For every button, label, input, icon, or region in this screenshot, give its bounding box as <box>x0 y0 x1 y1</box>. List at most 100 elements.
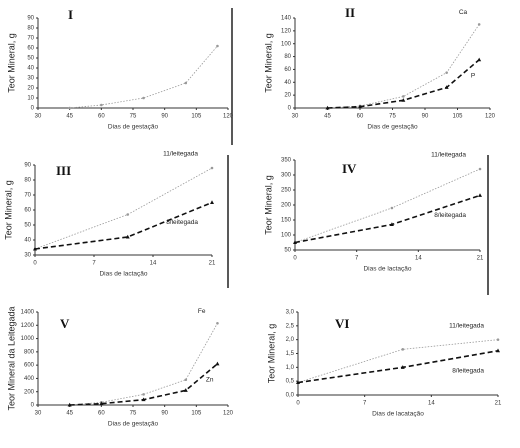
x-tick-label: 60 <box>98 114 105 120</box>
x-tick-label: 105 <box>191 114 202 120</box>
y-tick-label: 40 <box>27 66 34 72</box>
y-tick-label: 60 <box>24 208 31 214</box>
y-tick-label: 200 <box>24 389 35 395</box>
point <box>478 193 482 197</box>
x-tick-label: 75 <box>130 411 137 417</box>
point <box>496 338 500 341</box>
x-tick-label: 90 <box>161 411 168 417</box>
x-tick-label: 14 <box>428 401 435 407</box>
series-line <box>69 323 218 406</box>
x-tick-label: 0 <box>296 401 300 407</box>
point <box>402 95 405 98</box>
x-tick-label: 45 <box>66 114 73 120</box>
y-tick-label: 0 <box>31 403 35 409</box>
y-axis-label: Teor Mineral da Leitegada <box>6 306 16 410</box>
series-label: P <box>471 73 475 80</box>
chart-title: IV <box>342 161 357 176</box>
y-tick-label: 50 <box>27 56 34 62</box>
point <box>496 348 500 353</box>
y-tick-label: 70 <box>24 193 31 199</box>
y-axis-label: Teor Mineral, g <box>6 33 16 93</box>
series-label: 11/leitegada <box>163 151 198 158</box>
series-line <box>69 45 218 109</box>
x-tick-label: 30 <box>292 114 299 120</box>
series-label: Ca <box>459 9 468 16</box>
y-tick-label: 150 <box>281 218 292 224</box>
point <box>401 98 406 102</box>
point <box>293 240 297 244</box>
y-tick-label: 30 <box>27 76 34 82</box>
y-tick-label: 50 <box>284 248 291 254</box>
x-tick-label: 0 <box>33 261 37 267</box>
point <box>444 85 449 89</box>
series-line <box>34 167 213 250</box>
series-line <box>34 201 213 250</box>
x-tick-label: 45 <box>66 411 73 417</box>
point <box>215 361 220 366</box>
chart-title: VI <box>335 316 349 331</box>
y-tick-label: 0,5 <box>286 379 295 385</box>
y-tick-label: 70 <box>27 36 34 42</box>
x-axis-label: Dias de gestação <box>108 124 159 131</box>
y-tick-label: 2,5 <box>286 323 295 329</box>
point <box>296 380 300 385</box>
y-tick-label: 80 <box>24 178 31 184</box>
x-tick-label: 45 <box>324 114 331 120</box>
y-tick-label: 0,0 <box>286 393 295 399</box>
x-tick-label: 21 <box>209 261 216 267</box>
y-tick-label: 60 <box>284 67 291 73</box>
y-tick-label: 90 <box>24 163 31 169</box>
point <box>390 206 394 210</box>
series-label: 11/leitegada <box>431 152 466 159</box>
point <box>100 103 103 107</box>
point <box>358 104 362 109</box>
y-tick-label: 1400 <box>21 310 35 316</box>
x-tick-label: 14 <box>415 256 422 262</box>
x-tick-label: 90 <box>422 114 429 120</box>
y-tick-label: 80 <box>27 26 34 32</box>
x-tick-label: 7 <box>363 401 367 407</box>
y-tick-label: 10 <box>27 96 34 102</box>
series-label: 8/leitegada <box>452 367 484 374</box>
point <box>477 57 482 62</box>
y-tick-label: 1200 <box>21 323 35 329</box>
point <box>210 166 214 170</box>
point <box>325 105 330 110</box>
y-tick-label: 60 <box>27 46 34 52</box>
x-tick-label: 90 <box>161 114 168 120</box>
x-axis-label: Dias de lactação <box>363 266 411 273</box>
x-tick-label: 105 <box>191 411 202 417</box>
chart-title: I <box>68 7 73 22</box>
x-tick-label: 14 <box>150 261 157 267</box>
y-tick-label: 1,0 <box>286 365 295 371</box>
y-tick-label: 140 <box>281 16 292 22</box>
y-tick-label: 0 <box>288 106 292 112</box>
chart-title: III <box>56 163 71 178</box>
point <box>142 96 145 100</box>
y-tick-label: 40 <box>284 80 291 86</box>
y-tick-label: 120 <box>281 28 292 34</box>
point <box>445 71 448 74</box>
point <box>183 388 188 392</box>
point <box>33 246 37 251</box>
y-tick-label: 100 <box>281 233 292 239</box>
x-tick-label: 75 <box>389 114 396 120</box>
point <box>210 200 214 204</box>
series-line <box>294 168 481 243</box>
y-axis-label: Teor Mineral, g <box>3 180 13 240</box>
y-tick-label: 80 <box>284 54 291 60</box>
y-tick-label: 40 <box>24 238 31 244</box>
point <box>216 321 219 325</box>
point <box>68 106 71 110</box>
x-tick-label: 120 <box>223 411 234 417</box>
y-tick-label: 250 <box>281 188 292 194</box>
x-tick-label: 30 <box>35 114 42 120</box>
x-axis-label: Dias de gestação <box>367 124 418 131</box>
x-axis-label: Dias de lactação <box>99 271 147 278</box>
y-tick-label: 30 <box>24 253 31 259</box>
y-tick-label: 50 <box>24 223 31 229</box>
series-label: Zn <box>206 377 214 384</box>
chart-title: V <box>60 316 70 331</box>
x-tick-label: 60 <box>357 114 364 120</box>
y-tick-label: 600 <box>24 363 35 369</box>
